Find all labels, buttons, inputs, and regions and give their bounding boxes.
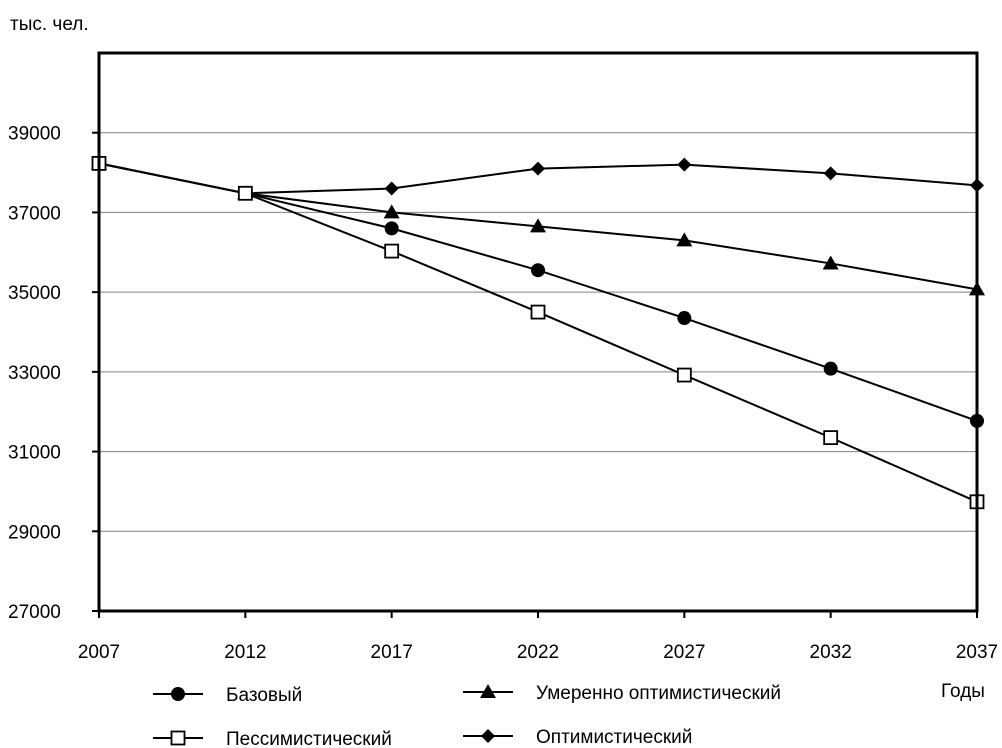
data-point [676, 367, 692, 383]
x-tick-label: 2027 [663, 642, 705, 663]
series-line [98, 162, 978, 503]
data-point [531, 161, 545, 176]
data-point [383, 204, 400, 219]
data-point [384, 181, 399, 196]
legend-item: Умеренно оптимистический [463, 683, 781, 704]
legend-marker [480, 684, 496, 698]
x-tick-label: 2007 [78, 642, 120, 663]
plot-frame [97, 51, 979, 613]
data-point [677, 157, 692, 172]
y-tick-label: 35000 [8, 283, 61, 304]
data-point [822, 255, 839, 270]
x-axis-ticks: 2007 2012 2017 2022 2027 2032 2037 [78, 611, 998, 663]
x-tick-label: 2012 [224, 642, 266, 663]
legend: Базовый Умеренно оптимистический Пессимист… [153, 683, 781, 748]
legend-item: Пессимистический [153, 729, 392, 748]
legend-item: Базовый [153, 685, 302, 706]
y-tick-label: 39000 [8, 124, 61, 145]
legend-marker [171, 687, 185, 701]
y-axis-ticks: 27000 29000 31000 33000 35000 37000 39000 [8, 124, 99, 623]
data-point [823, 430, 839, 446]
x-tick-label: 2037 [956, 642, 998, 663]
x-axis-title: Годы [941, 681, 985, 702]
y-tick-label: 31000 [8, 443, 61, 464]
data-point [823, 166, 838, 181]
series-group [91, 155, 985, 510]
legend-label: Умеренно оптимистический [536, 683, 781, 704]
x-tick-label: 2022 [517, 642, 559, 663]
legend-label: Оптимистический [536, 727, 692, 748]
data-point [530, 218, 546, 233]
y-tick-label: 37000 [8, 203, 61, 224]
legend-marker [170, 730, 186, 746]
data-point [823, 361, 838, 376]
y-tick-label: 27000 [8, 602, 61, 623]
y-tick-label: 29000 [8, 522, 61, 543]
x-tick-label: 2017 [371, 642, 413, 663]
data-point [384, 243, 400, 259]
legend-label: Базовый [226, 685, 302, 706]
data-point [531, 263, 545, 278]
y-tick-label: 33000 [8, 363, 61, 384]
legend-label: Пессимистический [226, 729, 392, 748]
data-point [677, 311, 692, 326]
data-point [237, 185, 253, 201]
x-tick-label: 2032 [810, 642, 852, 663]
data-point [384, 221, 399, 236]
y-unit-label: тыс. чел. [10, 14, 89, 35]
gridlines [99, 132, 977, 532]
data-point [530, 304, 546, 320]
data-point [676, 232, 693, 247]
legend-item: Оптимистический [463, 727, 692, 748]
legend-marker [481, 729, 495, 743]
